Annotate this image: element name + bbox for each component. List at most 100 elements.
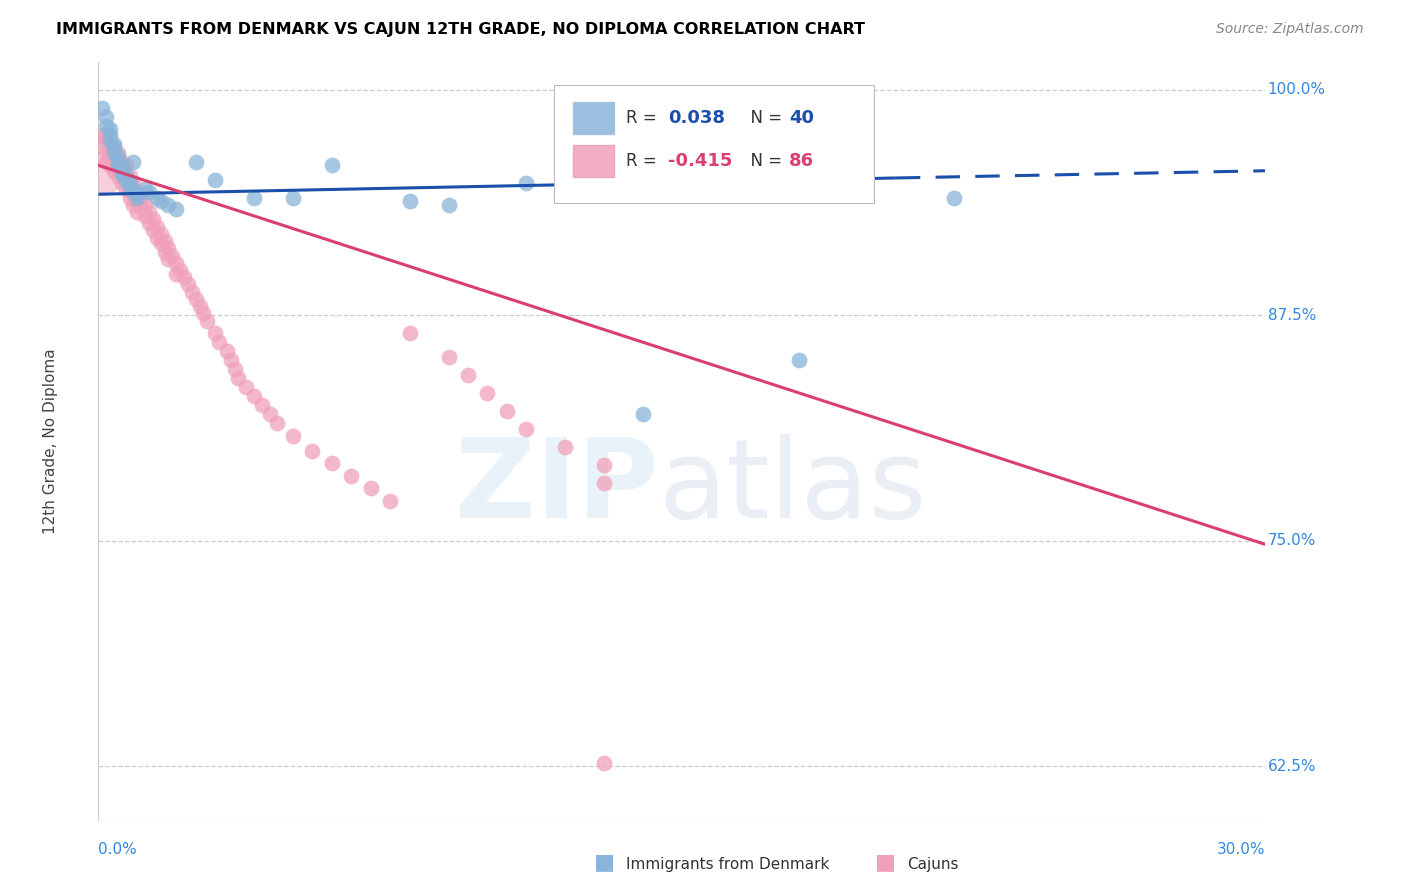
Point — [103, 144, 125, 158]
Text: 30.0%: 30.0% — [1218, 842, 1265, 857]
Point — [114, 169, 136, 184]
Text: atlas: atlas — [658, 434, 927, 541]
Point — [398, 194, 420, 209]
Point — [149, 235, 172, 250]
Point — [111, 163, 134, 178]
Point — [554, 440, 576, 454]
Point — [477, 385, 499, 400]
Point — [107, 154, 129, 169]
Point — [437, 198, 460, 212]
Point — [360, 482, 382, 496]
Point — [204, 326, 226, 341]
Point — [165, 256, 187, 270]
Text: 100.0%: 100.0% — [1268, 82, 1326, 97]
Text: -0.415: -0.415 — [668, 152, 733, 170]
Point — [235, 380, 257, 394]
Point — [127, 191, 149, 205]
Point — [91, 169, 114, 184]
Point — [96, 154, 118, 169]
Point — [787, 353, 810, 368]
Text: ■: ■ — [595, 853, 614, 872]
Point — [496, 404, 519, 418]
Point — [157, 241, 180, 255]
Point — [103, 151, 125, 165]
Point — [301, 443, 323, 458]
Point — [173, 270, 195, 285]
Point — [162, 249, 184, 263]
Y-axis label: 12th Grade, No Diploma: 12th Grade, No Diploma — [42, 349, 58, 534]
Point — [153, 234, 176, 248]
Point — [96, 133, 118, 147]
Point — [146, 219, 169, 234]
Point — [142, 212, 165, 227]
Point — [96, 110, 118, 124]
Point — [165, 202, 187, 216]
Point — [91, 128, 114, 142]
Text: 86: 86 — [789, 152, 814, 170]
Point — [98, 128, 121, 142]
Point — [149, 194, 172, 209]
Point — [219, 353, 242, 368]
Point — [184, 154, 207, 169]
Point — [127, 184, 149, 198]
Point — [380, 494, 402, 508]
Text: Cajuns: Cajuns — [907, 857, 959, 872]
Point — [169, 263, 191, 277]
Point — [321, 456, 343, 470]
Point — [114, 182, 136, 196]
Point — [340, 468, 363, 483]
Text: Source: ZipAtlas.com: Source: ZipAtlas.com — [1216, 22, 1364, 37]
Text: R =: R = — [626, 109, 662, 127]
Text: ■: ■ — [876, 853, 896, 872]
Point — [98, 133, 121, 147]
Point — [122, 177, 145, 191]
Bar — [574, 145, 614, 177]
Point — [146, 230, 169, 244]
Point — [98, 158, 121, 172]
Point — [243, 191, 266, 205]
Point — [103, 163, 125, 178]
Point — [398, 326, 420, 341]
Point — [943, 191, 966, 205]
Point — [107, 149, 129, 163]
Text: R =: R = — [626, 152, 662, 170]
Point — [157, 252, 180, 267]
Point — [180, 285, 202, 299]
Point — [228, 371, 250, 385]
Point — [103, 140, 125, 154]
Point — [208, 335, 231, 350]
FancyBboxPatch shape — [554, 85, 875, 202]
Point — [266, 417, 288, 431]
Point — [122, 184, 145, 198]
Point — [134, 198, 156, 212]
Point — [107, 145, 129, 160]
Point — [215, 344, 238, 359]
Text: 87.5%: 87.5% — [1268, 308, 1316, 323]
Point — [515, 422, 537, 436]
Point — [204, 173, 226, 187]
Point — [98, 122, 121, 136]
Point — [96, 128, 118, 142]
Point — [98, 136, 121, 151]
Point — [157, 198, 180, 212]
Text: 75.0%: 75.0% — [1268, 533, 1316, 549]
Point — [118, 191, 141, 205]
Text: 40: 40 — [789, 109, 814, 127]
Point — [127, 194, 149, 209]
Point — [127, 205, 149, 219]
Point — [114, 173, 136, 187]
Point — [243, 389, 266, 403]
Point — [281, 191, 304, 205]
Text: 0.0%: 0.0% — [98, 842, 138, 857]
Point — [437, 350, 460, 364]
Point — [114, 158, 136, 172]
Point — [250, 399, 273, 413]
Point — [593, 756, 616, 770]
Point — [134, 182, 156, 196]
Point — [193, 306, 215, 320]
Text: IMMIGRANTS FROM DENMARK VS CAJUN 12TH GRADE, NO DIPLOMA CORRELATION CHART: IMMIGRANTS FROM DENMARK VS CAJUN 12TH GR… — [56, 22, 865, 37]
Point — [107, 158, 129, 172]
Point — [146, 191, 169, 205]
Point — [259, 408, 281, 422]
Point — [111, 167, 134, 181]
